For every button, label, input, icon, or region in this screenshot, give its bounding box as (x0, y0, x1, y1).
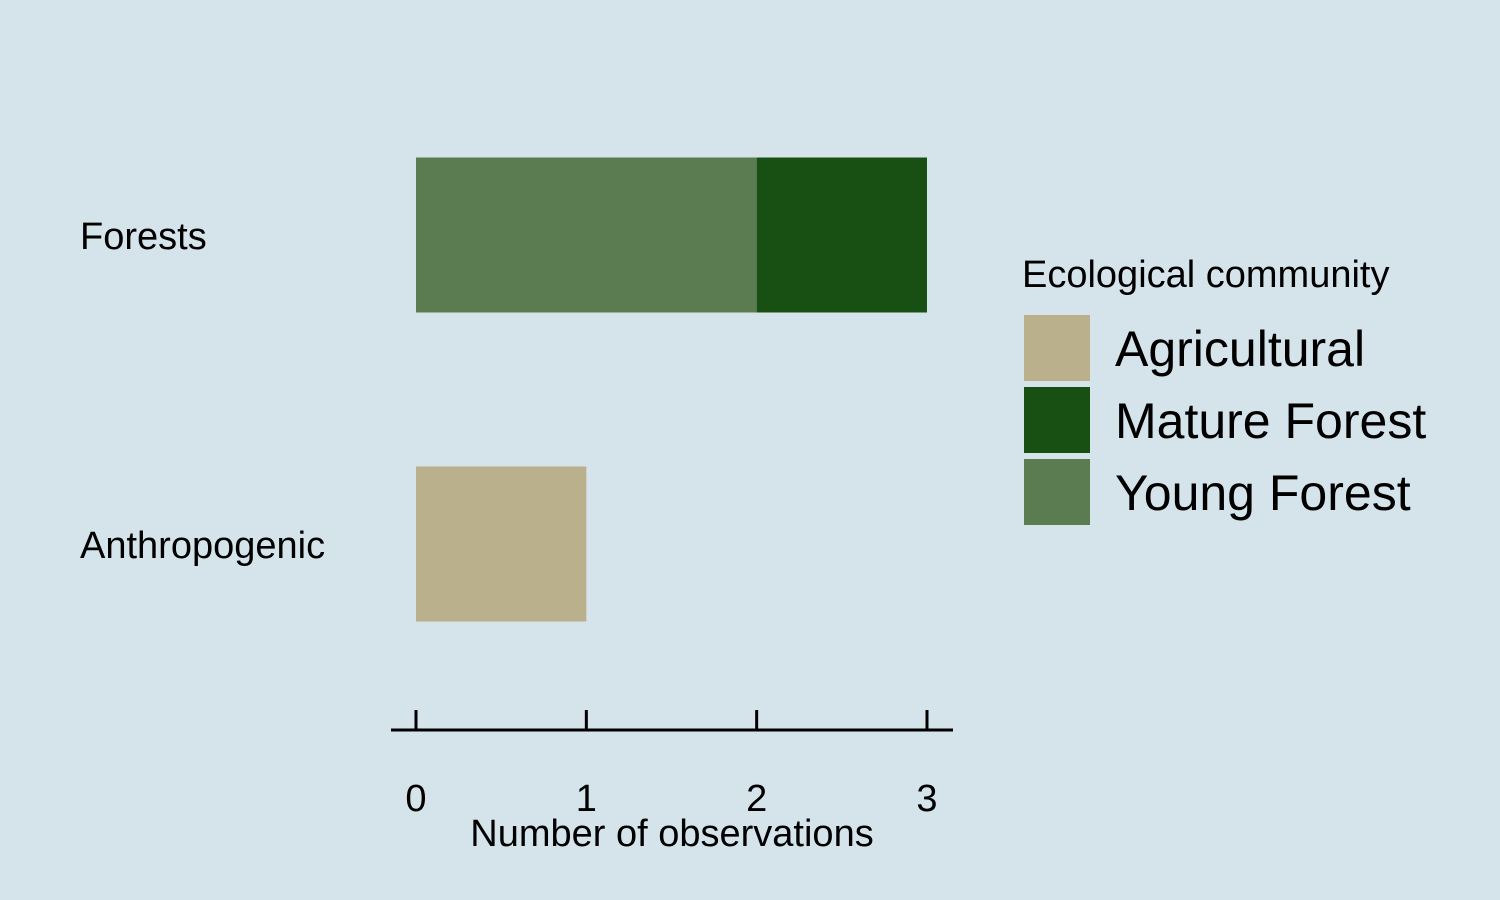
bar-forests-mature-forest (756, 157, 927, 313)
x-tick-label-3: 3 (916, 778, 937, 820)
legend-swatch-mature-forest (1024, 387, 1090, 453)
category-labels: Forests Anthropogenic (80, 216, 325, 567)
legend-swatch-young-forest (1024, 459, 1090, 525)
x-axis-ticks: 0 1 2 3 (405, 710, 938, 820)
x-tick-label-0: 0 (405, 778, 426, 820)
legend-label-agricultural: Agricultural (1115, 321, 1365, 377)
legend: Ecological community Agricultural Mature … (1022, 254, 1426, 525)
legend-label-young-forest: Young Forest (1115, 465, 1411, 521)
x-tick-label-2: 2 (746, 778, 767, 820)
legend-items: Agricultural Mature Forest Young Forest (1024, 315, 1426, 525)
x-tick-label-1: 1 (576, 778, 597, 820)
bar-forests-young-forest (416, 157, 757, 313)
legend-title: Ecological community (1022, 254, 1389, 296)
x-axis-title: Number of observations (470, 813, 873, 855)
category-label-forests: Forests (80, 216, 207, 258)
legend-swatch-agricultural (1024, 315, 1090, 381)
bars-group (416, 157, 927, 622)
bar-anthropogenic-agricultural (416, 466, 587, 622)
category-label-anthropogenic: Anthropogenic (80, 525, 325, 567)
x-axis: 0 1 2 3 Number of observations (391, 710, 953, 855)
legend-label-mature-forest: Mature Forest (1115, 393, 1426, 449)
